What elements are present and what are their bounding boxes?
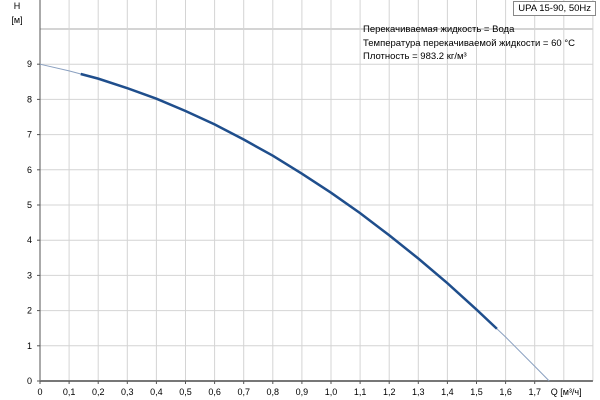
x-tick-label: 1,3: [412, 387, 425, 397]
y-tick-label: 0: [27, 376, 32, 386]
y-tick-label: 9: [27, 59, 32, 69]
x-tick-label: 0,1: [63, 387, 76, 397]
x-axis-label: Q [м³/ч]: [551, 387, 582, 397]
y-tick-label: 3: [27, 270, 32, 280]
x-tick-label: 1,4: [441, 387, 454, 397]
y-tick-label: 7: [27, 130, 32, 140]
annotation-density: Плотность = 983.2 кг/м³: [363, 51, 467, 62]
legend-title: UPA 15-90, 50Hz: [513, 1, 596, 16]
x-tick-label: 0,9: [296, 387, 309, 397]
annotations: Перекачиваемая жидкость = Вода Температу…: [363, 23, 575, 64]
x-tick-label: 1,2: [383, 387, 396, 397]
y-axis-label: H: [14, 1, 21, 11]
x-tick-label: 0,5: [179, 387, 192, 397]
annotation-fluid: Перекачиваемая жидкость = Вода: [363, 24, 515, 35]
x-tick-label: 0,4: [150, 387, 163, 397]
annotation-temperature: Температура перекачиваемой жидкости = 60…: [363, 37, 575, 49]
x-tick-label: 1,7: [528, 387, 541, 397]
y-tick-label: 8: [27, 94, 32, 104]
x-tick-label: 0,7: [237, 387, 250, 397]
y-tick-label: 6: [27, 165, 32, 175]
pump-curve-operating: [80, 72, 498, 330]
y-tick-label: 1: [27, 341, 32, 351]
x-tick-label: 0: [37, 387, 42, 397]
x-tick-label: 0,3: [121, 387, 134, 397]
x-tick-label: 1,0: [325, 387, 338, 397]
y-tick-label: 5: [27, 200, 32, 210]
x-tick-label: 0,6: [208, 387, 221, 397]
x-tick-label: 1,5: [470, 387, 483, 397]
y-tick-label: 2: [27, 306, 32, 316]
x-tick-label: 1,6: [499, 387, 512, 397]
pump-curve-full: [39, 63, 550, 382]
y-tick-label: 4: [27, 235, 32, 245]
x-tick-label: 0,2: [92, 387, 105, 397]
y-axis-unit: [м]: [11, 15, 22, 25]
x-tick-label: 1,1: [354, 387, 367, 397]
x-tick-label: 0,8: [267, 387, 280, 397]
